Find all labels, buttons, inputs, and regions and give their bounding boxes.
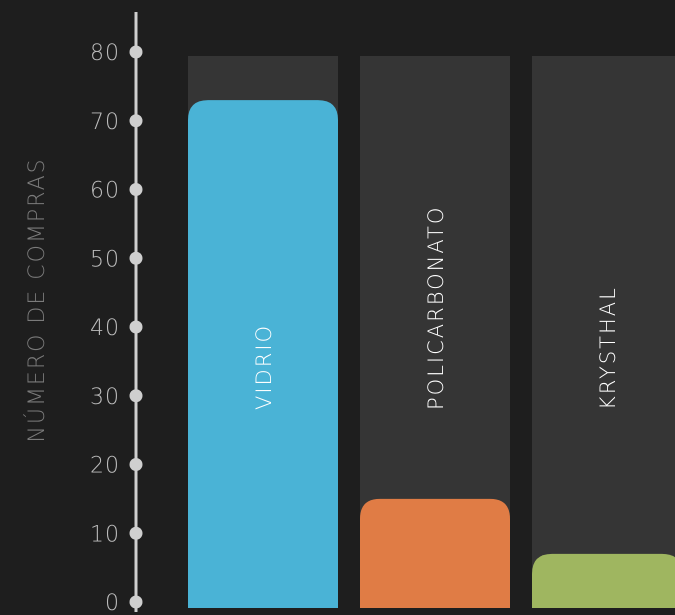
y-tick-dot-20 <box>129 458 143 471</box>
y-tick-dot-40 <box>129 320 143 334</box>
y-tick-dot-10 <box>129 526 143 540</box>
bar-vidrio <box>188 100 338 608</box>
y-tick-dot-30 <box>129 389 143 403</box>
bar-track-krysthal <box>532 56 675 608</box>
bar-label-policarbonato: POLICARBONATO <box>424 206 448 410</box>
y-tick-dot-50 <box>129 251 143 265</box>
y-tick-label-80: 80 <box>90 41 120 66</box>
y-tick-dot-80 <box>129 45 143 59</box>
bar-labels: VIDRIO POLICARBONATO KRYSTHAL <box>252 206 620 410</box>
bar-krysthal <box>532 553 675 608</box>
y-axis-ticks: 0 10 20 30 40 50 60 70 80 <box>90 41 143 615</box>
y-tick-label-20: 20 <box>90 454 120 479</box>
y-tick-label-0: 0 <box>105 591 120 615</box>
y-tick-label-60: 60 <box>90 179 120 204</box>
bars <box>188 100 675 608</box>
y-tick-dot-70 <box>129 114 143 128</box>
bar-label-krysthal: KRYSTHAL <box>596 286 620 410</box>
bar-label-vidrio: VIDRIO <box>252 324 276 410</box>
y-tick-label-50: 50 <box>90 247 120 272</box>
bar-policarbonato <box>360 498 510 608</box>
y-tick-label-70: 70 <box>90 110 120 135</box>
y-tick-dot-0 <box>129 595 143 609</box>
y-axis-title: NÚMERO DE COMPRAS <box>24 157 50 442</box>
y-tick-label-40: 40 <box>90 316 120 341</box>
y-tick-dot-60 <box>129 183 143 196</box>
y-tick-label-10: 10 <box>90 522 120 547</box>
y-tick-label-30: 30 <box>90 385 120 410</box>
